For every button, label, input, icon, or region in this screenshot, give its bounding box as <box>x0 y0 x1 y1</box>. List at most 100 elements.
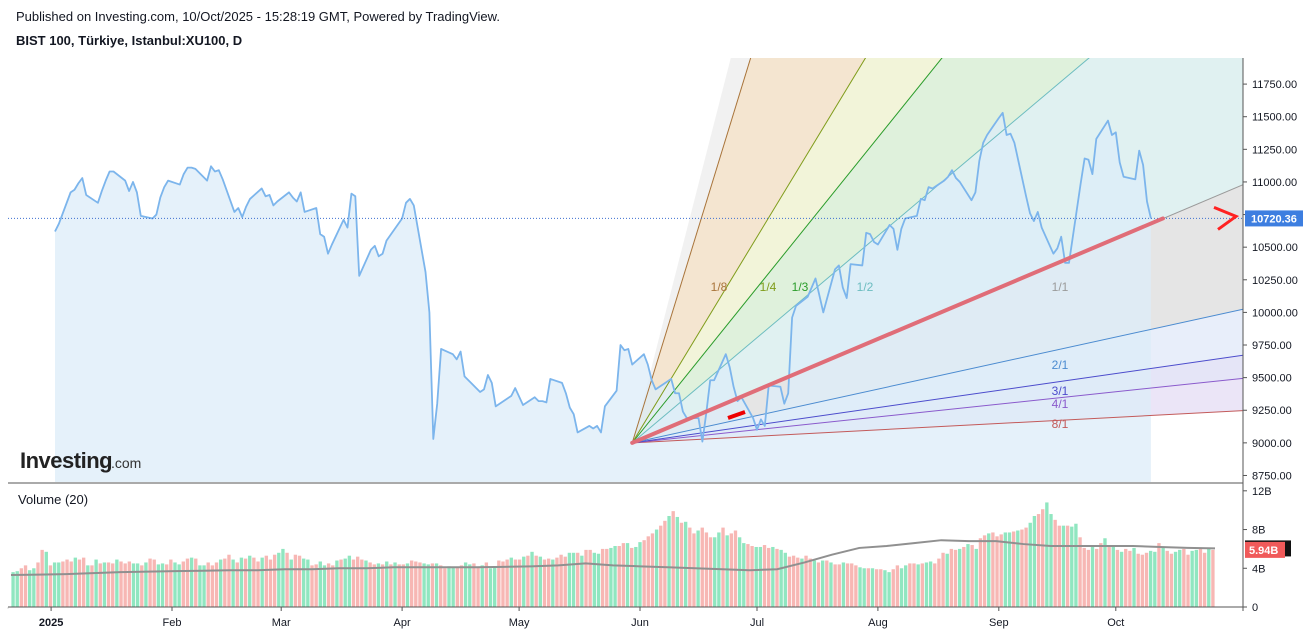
volume-bar <box>588 549 592 607</box>
volume-bar <box>111 563 115 607</box>
volume-bar <box>102 562 107 607</box>
volume-bar <box>941 552 945 607</box>
volume-bar <box>721 527 725 607</box>
volume-bar <box>912 563 916 607</box>
volume-bar <box>1074 523 1078 607</box>
volume-bar <box>1020 529 1024 607</box>
volume-bar <box>1202 552 1207 607</box>
logo-main: Investing <box>20 448 112 473</box>
volume-bar <box>443 568 447 607</box>
volume-bar <box>1078 537 1082 607</box>
volume-bar <box>904 565 908 607</box>
volume-bar <box>1082 547 1086 607</box>
y-tick-label: 11000.00 <box>1252 177 1297 189</box>
volume-y-tick-label: 4B <box>1252 563 1265 575</box>
volume-bar <box>820 560 825 607</box>
volume-bar <box>347 555 352 607</box>
volume-bar <box>156 564 161 607</box>
volume-bar <box>767 547 771 607</box>
volume-bar <box>933 563 937 607</box>
volume-bar <box>405 563 410 607</box>
volume-bar <box>189 557 194 607</box>
volume-bar <box>135 563 140 607</box>
volume-bar <box>746 544 750 607</box>
volume-bar <box>862 568 866 607</box>
volume-bar <box>750 546 754 607</box>
volume-bar <box>447 566 451 607</box>
volume-bar <box>1132 547 1136 607</box>
volume-bar <box>891 569 895 607</box>
volume-bar <box>567 552 572 607</box>
volume-bar <box>621 543 626 607</box>
gann-line-2-1 <box>632 308 1243 444</box>
volume-bar <box>1041 509 1045 607</box>
volume-bar <box>409 560 414 607</box>
volume-bar <box>293 554 298 607</box>
volume-bar <box>185 558 190 607</box>
volume-bar <box>1049 514 1053 607</box>
volume-bar <box>671 511 675 607</box>
y-tick-label: 11250.00 <box>1252 144 1297 156</box>
volume-bar <box>335 560 339 607</box>
volume-bar <box>339 559 343 607</box>
volume-bar <box>1003 532 1008 607</box>
volume-bar <box>1165 550 1169 607</box>
y-tick-label: 10500.00 <box>1252 242 1298 254</box>
volume-bar <box>858 567 862 607</box>
price-area-fill <box>55 112 1151 482</box>
volume-bar <box>243 558 248 607</box>
x-tick-label: Aug <box>868 617 888 629</box>
volume-bar <box>692 533 696 607</box>
x-tick-label: Oct <box>1107 617 1124 629</box>
volume-bar <box>36 562 40 607</box>
volume-bar <box>596 553 601 607</box>
last-price-label: 10720.36 <box>1251 213 1297 225</box>
volume-bar <box>306 559 310 607</box>
volume-bar <box>982 535 987 607</box>
volume-bar <box>414 561 418 607</box>
volume-bar <box>1065 525 1070 607</box>
volume-bar <box>285 552 289 607</box>
volume-bar <box>517 559 522 607</box>
volume-bar <box>181 561 185 607</box>
x-tick-label: May <box>509 617 530 629</box>
volume-bar <box>580 555 584 607</box>
volume-bar <box>576 552 580 607</box>
x-tick-label: 2025 <box>39 617 63 629</box>
y-tick-label: 8750.00 <box>1252 470 1292 482</box>
x-tick-label: Mar <box>272 617 291 629</box>
volume-bar <box>127 561 131 607</box>
volume-bar <box>991 532 995 607</box>
volume-ma-line <box>10 539 1216 577</box>
volume-bar <box>928 561 933 607</box>
volume-bar <box>841 562 846 607</box>
volume-bar <box>613 546 617 607</box>
volume-bar <box>368 562 372 607</box>
x-tick-label: Jun <box>631 617 649 629</box>
volume-bar <box>713 537 717 607</box>
annotations <box>8 206 1243 445</box>
volume-bar <box>1140 554 1145 607</box>
volume-bar <box>401 564 406 607</box>
price-line <box>54 111 1152 443</box>
volume-bar <box>385 561 389 607</box>
volume-bar <box>800 558 804 607</box>
volume-bar <box>90 565 94 607</box>
volume-bar <box>227 554 231 607</box>
y-tick-label: 10250.00 <box>1252 275 1298 287</box>
volume-bar <box>642 540 646 607</box>
volume-bar <box>28 570 32 607</box>
volume-bar <box>887 572 891 607</box>
volume-bar <box>1190 550 1194 607</box>
volume-bar <box>256 561 260 607</box>
volume-bar <box>563 556 567 607</box>
volume-bar <box>434 563 439 607</box>
volume-bar <box>1090 545 1095 607</box>
volume-bar <box>40 549 44 607</box>
gann-label-3-1: 3/1 <box>1052 384 1069 398</box>
volume-bar <box>829 562 833 607</box>
volume-bar <box>218 559 223 607</box>
volume-bar <box>148 558 152 607</box>
volume-bar <box>418 562 422 607</box>
